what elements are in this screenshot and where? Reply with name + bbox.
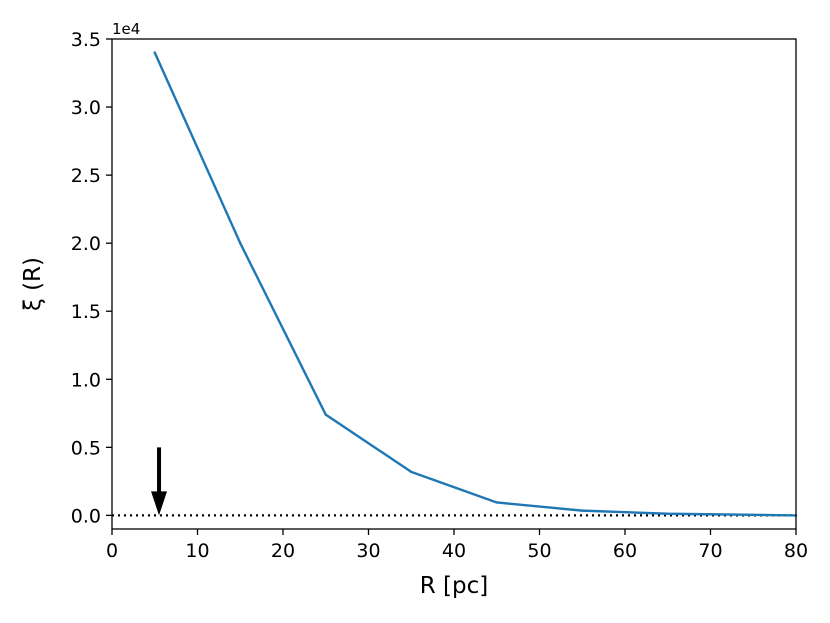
x-tick-label: 40 <box>442 540 466 562</box>
x-tick-label: 50 <box>527 540 551 562</box>
arrow-head-icon <box>151 491 168 516</box>
y-tick-label: 2.5 <box>71 165 101 187</box>
data-point <box>239 241 242 245</box>
data-point <box>495 501 498 504</box>
y-axis-label: ξ (R) <box>20 257 46 311</box>
data-point <box>666 512 669 515</box>
y-tick-label: 1.5 <box>71 301 101 323</box>
x-tick-label: 20 <box>271 540 295 562</box>
y-tick-label: 0.0 <box>71 505 101 527</box>
data-point <box>153 51 156 54</box>
plot-area <box>112 51 798 517</box>
x-tick-label: 70 <box>698 540 722 562</box>
x-tick-label: 80 <box>784 540 808 562</box>
y-offset-label: 1e4 <box>112 20 140 38</box>
y-tick-label: 1.0 <box>71 369 101 391</box>
x-tick-label: 60 <box>613 540 637 562</box>
axes-frame <box>111 38 797 530</box>
series-line-0 <box>153 51 798 517</box>
x-axis-label: R [pc] <box>420 573 488 599</box>
data-point <box>581 509 584 512</box>
data-point <box>410 470 413 474</box>
x-tick-label: 10 <box>185 540 209 562</box>
y-tick-label: 2.0 <box>71 233 101 255</box>
x-tick-label: 30 <box>356 540 380 562</box>
axis-ticks: 0 10 20 30 40 50 60 70 80 0.0 0.5 1.0 1.5 2.0 2.5 3.0 3.… <box>71 29 808 562</box>
data-point <box>324 413 327 416</box>
y-tick-label: 0.5 <box>71 437 101 459</box>
y-tick-label: 3.0 <box>71 97 101 119</box>
data-point <box>752 513 755 517</box>
y-tick-label: 3.5 <box>71 29 101 51</box>
x-tick-label: 0 <box>106 540 118 562</box>
